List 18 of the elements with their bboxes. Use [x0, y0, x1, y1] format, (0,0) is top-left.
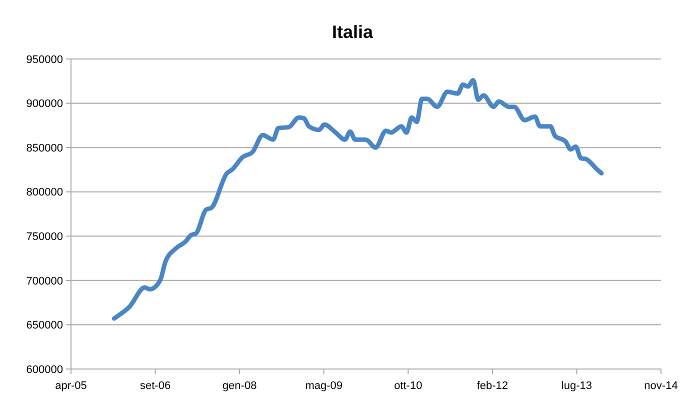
- y-tick-label: 850000: [26, 142, 63, 154]
- y-tick-label: 900000: [26, 98, 63, 110]
- x-tick-label: gen-08: [222, 380, 257, 392]
- y-tick-label: 700000: [26, 275, 63, 288]
- y-tick-label: 800000: [26, 186, 63, 199]
- y-tick-label: 650000: [26, 320, 63, 332]
- y-tick-label: 750000: [26, 230, 63, 243]
- x-tick-label: ott-10: [394, 380, 422, 392]
- x-tick-label: feb-12: [476, 380, 508, 392]
- x-tick-label: mag-09: [305, 380, 343, 392]
- x-tick-label: set-06: [140, 380, 171, 392]
- line-series: [112, 78, 604, 321]
- x-tick-label: lug-13: [561, 380, 592, 392]
- y-tick-label: 600000: [26, 364, 63, 376]
- y-tick-label: 950000: [26, 54, 63, 66]
- chart-title: Italia: [332, 22, 374, 42]
- x-tick-label: nov-14: [644, 380, 678, 392]
- x-tick-label: apr-05: [55, 380, 87, 392]
